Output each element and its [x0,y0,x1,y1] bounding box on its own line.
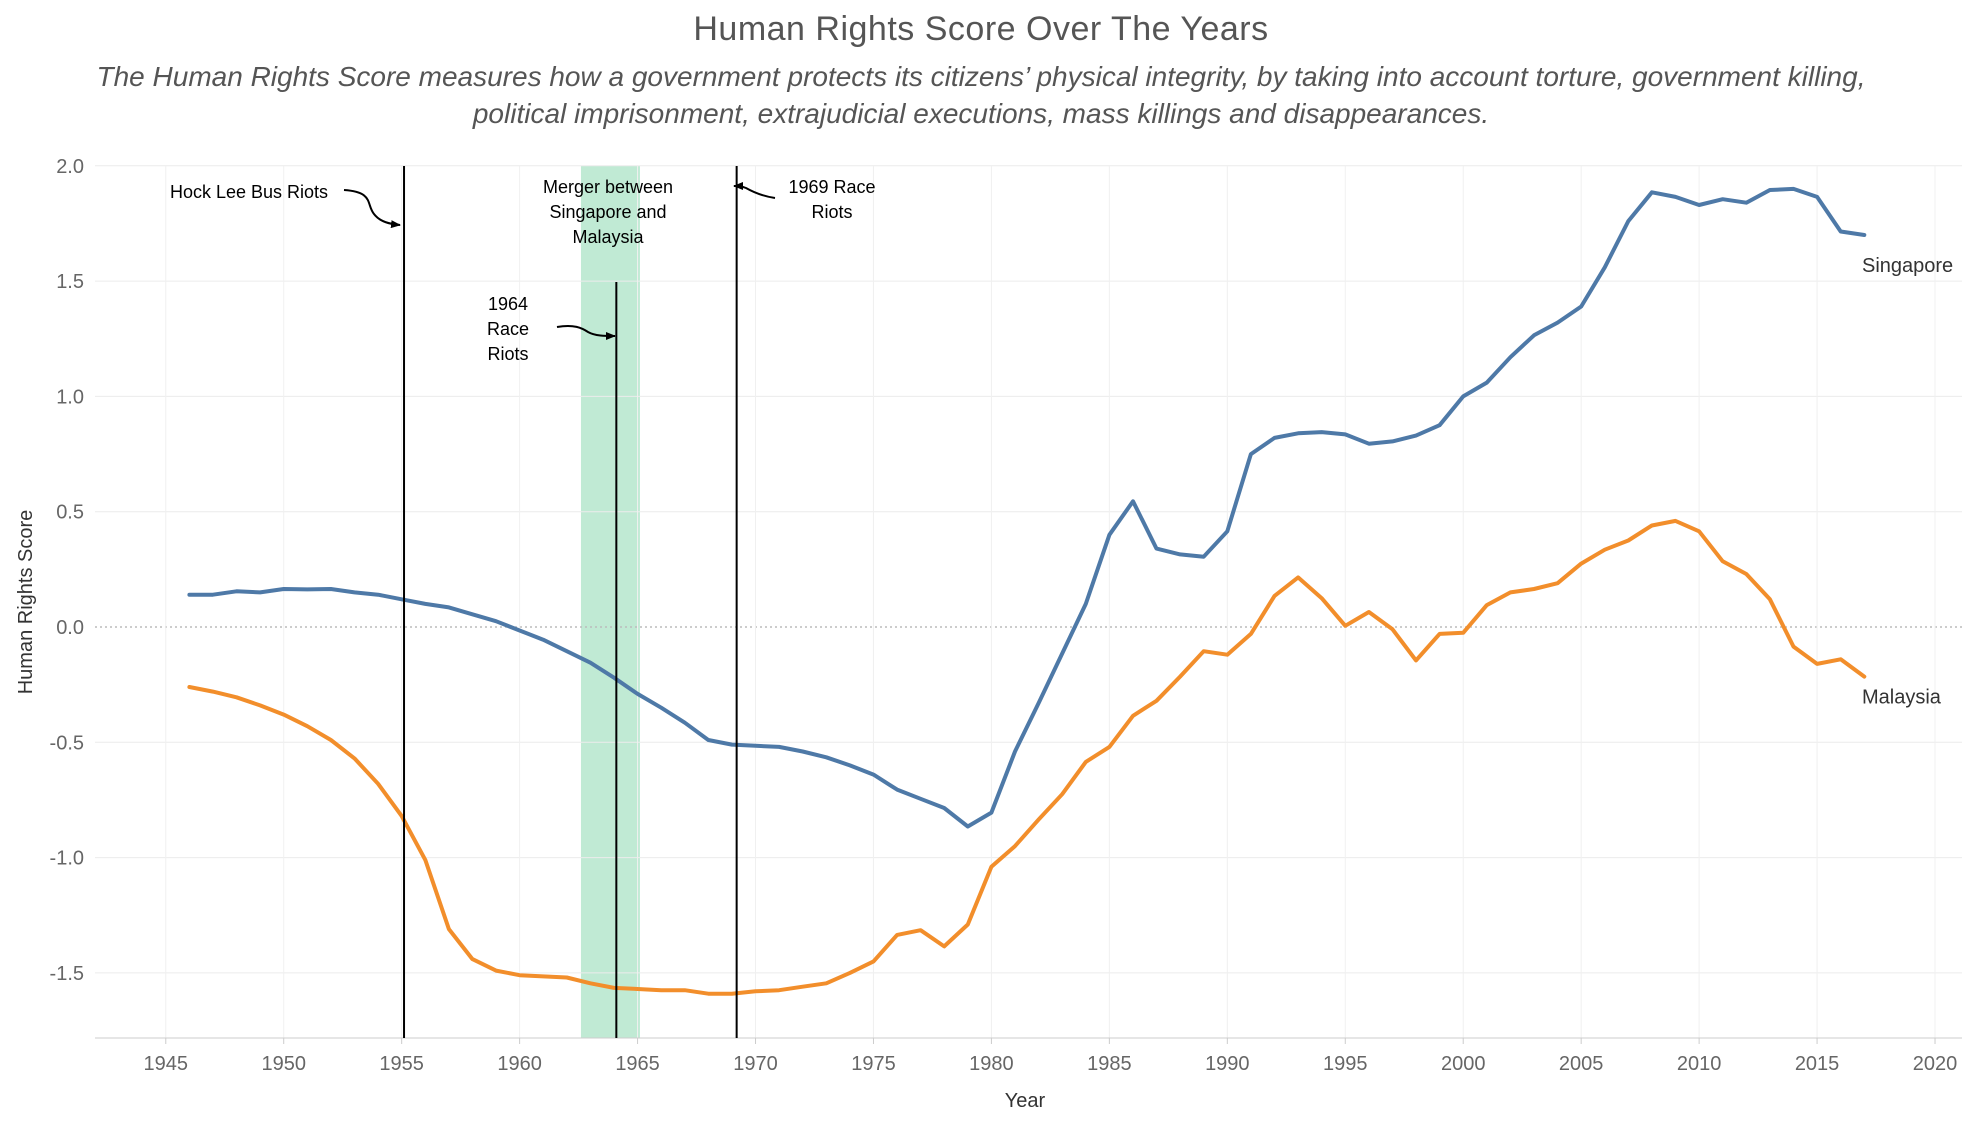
subtitle-line-2: political imprisonment, extrajudicial ex… [472,98,1490,129]
annotation-1969-riots-line: 1969 Race [788,177,875,197]
series-label-malaysia: Malaysia [1862,687,1942,709]
y-tick-label: 2.0 [56,156,84,178]
y-tick-label: 1.0 [56,386,84,408]
annotation-merger-line: Malaysia [572,227,644,247]
y-tick-label: -1.0 [50,848,84,870]
x-tick-label: 1960 [497,1053,542,1075]
x-tick-label: 1990 [1205,1053,1250,1075]
x-tick-label: 2015 [1795,1053,1840,1075]
x-tick-label: 1975 [851,1053,896,1075]
annotation-1964-riots: 1964 Race Riots [487,294,529,364]
x-tick-label: 1980 [969,1053,1014,1075]
x-tick-label: 2005 [1559,1053,1604,1075]
y-tick-label: 0.5 [56,502,84,524]
series-label-singapore: Singapore [1862,255,1953,277]
chart-title: Human Rights Score Over The Years [693,10,1269,48]
series-line-malaysia [187,518,1867,996]
annotation-1964-riots-line: Race [487,319,529,339]
x-axis-title: Year [1005,1090,1046,1112]
x-tick-label: 1945 [144,1053,189,1075]
annotation-1964-riots-line: 1964 [488,294,528,314]
annotation-hock-lee-line: Hock Lee Bus Riots [170,182,328,202]
merger-band [580,166,640,1038]
y-axis-title: Human Rights Score [15,510,37,695]
x-tick-label: 1995 [1323,1053,1368,1075]
arrow-1969-riots [733,182,776,199]
y-tick-label: 0.0 [56,617,84,639]
x-tick-label: 2010 [1677,1053,1722,1075]
annotation-merger-line: Singapore and [549,202,666,222]
arrow-1964-riots [556,324,616,340]
x-tick-label: 2000 [1441,1053,1486,1075]
annotation-1969-riots-line: Riots [811,202,852,222]
x-tick-label: 1950 [261,1053,306,1075]
y-tick-label: -0.5 [50,732,84,754]
annotation-1969-riots: 1969 Race Riots [788,177,875,222]
annotation-hock-lee: Hock Lee Bus Riots [170,182,328,202]
annotation-1964-riots-line: Riots [487,344,528,364]
y-tick-label: -1.5 [50,963,84,985]
x-tick-label: 1970 [733,1053,778,1075]
chart-subtitle: The Human Rights Score measures how a go… [40,58,1922,132]
arrow-hock-lee [343,189,401,229]
x-tick-label: 1965 [615,1053,660,1075]
x-tick-label: 1955 [379,1053,424,1075]
subtitle-line-1: The Human Rights Score measures how a go… [96,61,1866,92]
x-tick-label: 1985 [1087,1053,1132,1075]
annotation-merger-line: Merger between [543,177,673,197]
annotation-merger: Merger between Singapore and Malaysia [543,177,673,247]
series-line-singapore [187,186,1867,829]
x-tick-label: 2020 [1913,1053,1958,1075]
y-tick-label: 1.5 [56,271,84,293]
